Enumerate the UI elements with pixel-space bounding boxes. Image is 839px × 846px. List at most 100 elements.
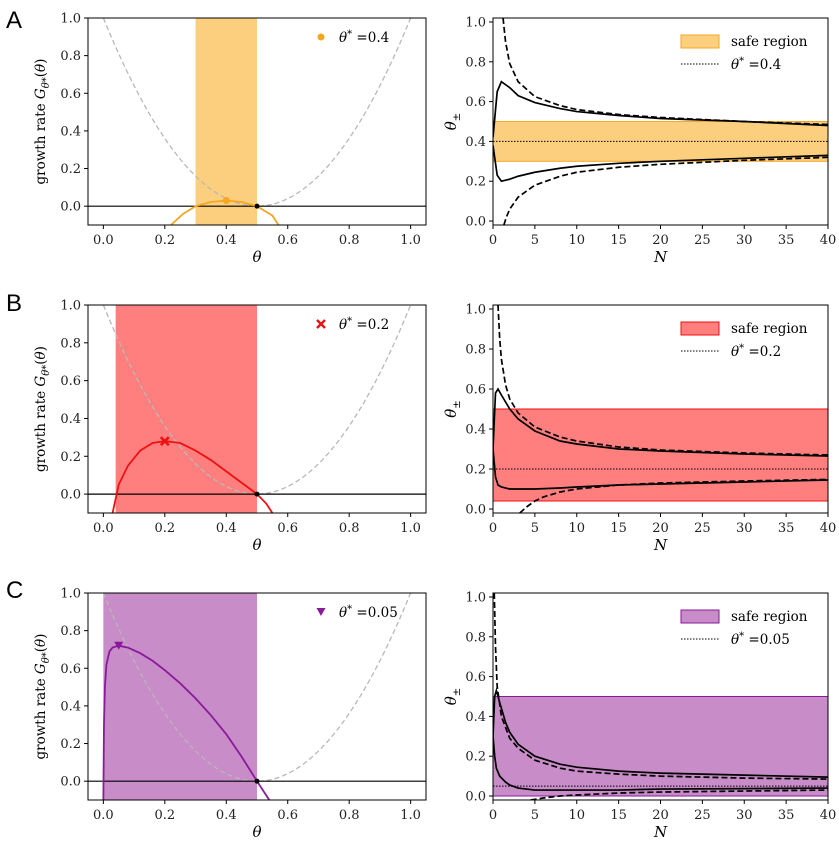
y-tick-label: 0.8 bbox=[60, 624, 81, 639]
y-axis-label: growth rate Gθ*(θ) bbox=[33, 346, 52, 472]
x-tick-label: 30 bbox=[736, 233, 753, 248]
growth-rate-curve bbox=[111, 440, 274, 513]
safe-region-band bbox=[103, 593, 257, 800]
x-tick-label: 0.6 bbox=[277, 521, 298, 536]
y-tick-label: 0.6 bbox=[60, 87, 81, 102]
y-tick-label: 0.2 bbox=[60, 450, 81, 465]
x-tick-label: 5 bbox=[531, 808, 539, 823]
x-tick-label: 0.6 bbox=[277, 233, 298, 248]
x-tick-label: 20 bbox=[652, 808, 669, 823]
y-tick-label: 1.0 bbox=[465, 303, 486, 318]
bound-dashed-line bbox=[519, 478, 828, 513]
safe-region-band bbox=[493, 121, 828, 162]
legend-label-theta-star: θ* =0.4 bbox=[731, 56, 781, 73]
x-tick-label: 35 bbox=[778, 521, 795, 536]
y-tick-label: 0.0 bbox=[60, 200, 81, 215]
bound-solid-line bbox=[493, 448, 828, 490]
x-tick-label: 0.2 bbox=[154, 808, 175, 823]
x-tick-label: 35 bbox=[778, 808, 795, 823]
x-tick-label: 1.0 bbox=[400, 808, 421, 823]
plot-area bbox=[493, 18, 828, 225]
y-tick-label: 0.2 bbox=[465, 463, 486, 478]
x-tick-label: 30 bbox=[736, 521, 753, 536]
x-tick-label: 0.4 bbox=[216, 521, 237, 536]
y-tick-label: 0.4 bbox=[465, 135, 486, 150]
legend-label-safe-region: safe region bbox=[731, 609, 808, 625]
x-tick-label: 0.8 bbox=[339, 808, 360, 823]
safe-region-band bbox=[493, 696, 828, 797]
x-tick-label: 0 bbox=[489, 233, 497, 248]
reference-parabola-line bbox=[102, 593, 412, 782]
y-tick-label: 1.0 bbox=[60, 587, 81, 602]
legend-swatch-safe-region bbox=[680, 609, 720, 624]
chart-b-left: θ* =0.2 0.0 0.2 0.4 0.6 0.8 1.0 0.0 0.2 0.4 0.6 0.8… bbox=[33, 299, 427, 554]
x-tick-label: 30 bbox=[736, 808, 753, 823]
y-axis-label: growth rate Gθ*(θ) bbox=[33, 59, 52, 185]
plot-area bbox=[88, 18, 426, 225]
x-tick-label: 40 bbox=[820, 233, 837, 248]
bound-dashed-line bbox=[497, 305, 828, 456]
y-axis-label: growth rate Gθ*(θ) bbox=[33, 634, 52, 760]
plot-area bbox=[493, 305, 828, 513]
chart-a-left: θ* =0.4 0.0 0.2 0.4 0.6 0.8 1.0 0.0 0.2 0.4 0.6 0.8… bbox=[33, 12, 427, 266]
x-tick-label: 20 bbox=[652, 521, 669, 536]
legend-label: θ* =0.05 bbox=[339, 604, 398, 621]
y-tick-label: 1.0 bbox=[60, 299, 81, 314]
x-tick-label: 15 bbox=[610, 808, 627, 823]
x-axis-label: N bbox=[653, 248, 668, 266]
legend-label: θ* =0.4 bbox=[339, 29, 389, 46]
x-tick-label: 0.4 bbox=[216, 233, 237, 248]
y-axis-label: θ± bbox=[442, 688, 463, 705]
y-tick-label: 0.8 bbox=[465, 55, 486, 70]
x-tick-label: 0 bbox=[489, 808, 497, 823]
x-tick-label: 25 bbox=[694, 233, 711, 248]
zero-crossing-point bbox=[254, 203, 260, 209]
bound-dashed-line bbox=[502, 18, 828, 126]
y-tick-label: 0.8 bbox=[60, 49, 81, 64]
y-tick-label: 0.2 bbox=[465, 175, 486, 190]
legend-swatch-safe-region bbox=[680, 321, 720, 336]
chart-a-right: safe region θ* =0.4 0 5 10 15 20 25 30 35 40 0.0 0.2… bbox=[442, 15, 836, 266]
x-tick-label: 1.0 bbox=[400, 233, 421, 248]
growth-rate-curve bbox=[102, 644, 271, 800]
x-axis-label: θ bbox=[252, 248, 261, 266]
x-tick-label: 0.0 bbox=[93, 808, 114, 823]
x-tick-label: 0 bbox=[489, 521, 497, 536]
y-tick-label: 1.0 bbox=[60, 12, 81, 27]
optimum-marker-circle bbox=[222, 197, 230, 205]
x-tick-label: 0.2 bbox=[154, 233, 175, 248]
x-axis-label: N bbox=[653, 823, 668, 841]
optimum-marker-x bbox=[159, 436, 170, 447]
y-tick-label: 1.0 bbox=[465, 15, 486, 30]
y-tick-label: 0.0 bbox=[465, 503, 486, 518]
x-tick-label: 25 bbox=[694, 521, 711, 536]
x-axis-label: N bbox=[653, 536, 668, 554]
bound-solid-line bbox=[493, 687, 828, 778]
y-tick-label: 0.8 bbox=[60, 336, 81, 351]
axes-frame bbox=[87, 592, 427, 801]
axes-frame bbox=[87, 17, 427, 226]
panel-label-b: B bbox=[6, 290, 22, 317]
legend-label-safe-region: safe region bbox=[731, 321, 808, 337]
legend-label-safe-region: safe region bbox=[731, 34, 808, 50]
legend-marker-triangle bbox=[316, 608, 326, 616]
y-tick-label: 0.4 bbox=[60, 699, 81, 714]
legend-marker-x bbox=[316, 319, 326, 329]
y-tick-label: 0.2 bbox=[465, 750, 486, 765]
y-tick-label: 0.2 bbox=[60, 737, 81, 752]
bound-dashed-line bbox=[493, 593, 828, 780]
x-tick-label: 10 bbox=[568, 808, 585, 823]
chart-b-right: safe region θ* =0.2 0 5 10 15 20 25 30 35 40 0.0 0.2… bbox=[442, 303, 836, 555]
y-axis-label: θ± bbox=[442, 113, 463, 130]
y-tick-label: 0.0 bbox=[465, 215, 486, 230]
x-tick-label: 0.2 bbox=[154, 521, 175, 536]
x-tick-label: 15 bbox=[610, 521, 627, 536]
y-tick-label: 0.0 bbox=[60, 775, 81, 790]
x-tick-label: 1.0 bbox=[400, 521, 421, 536]
x-tick-label: 0.6 bbox=[277, 808, 298, 823]
reference-parabola-line bbox=[102, 305, 412, 495]
panel-label-c: C bbox=[6, 577, 23, 604]
x-tick-label: 0.8 bbox=[339, 233, 360, 248]
legend-swatch-safe-region bbox=[680, 34, 720, 49]
legend-label: θ* =0.2 bbox=[339, 316, 389, 333]
